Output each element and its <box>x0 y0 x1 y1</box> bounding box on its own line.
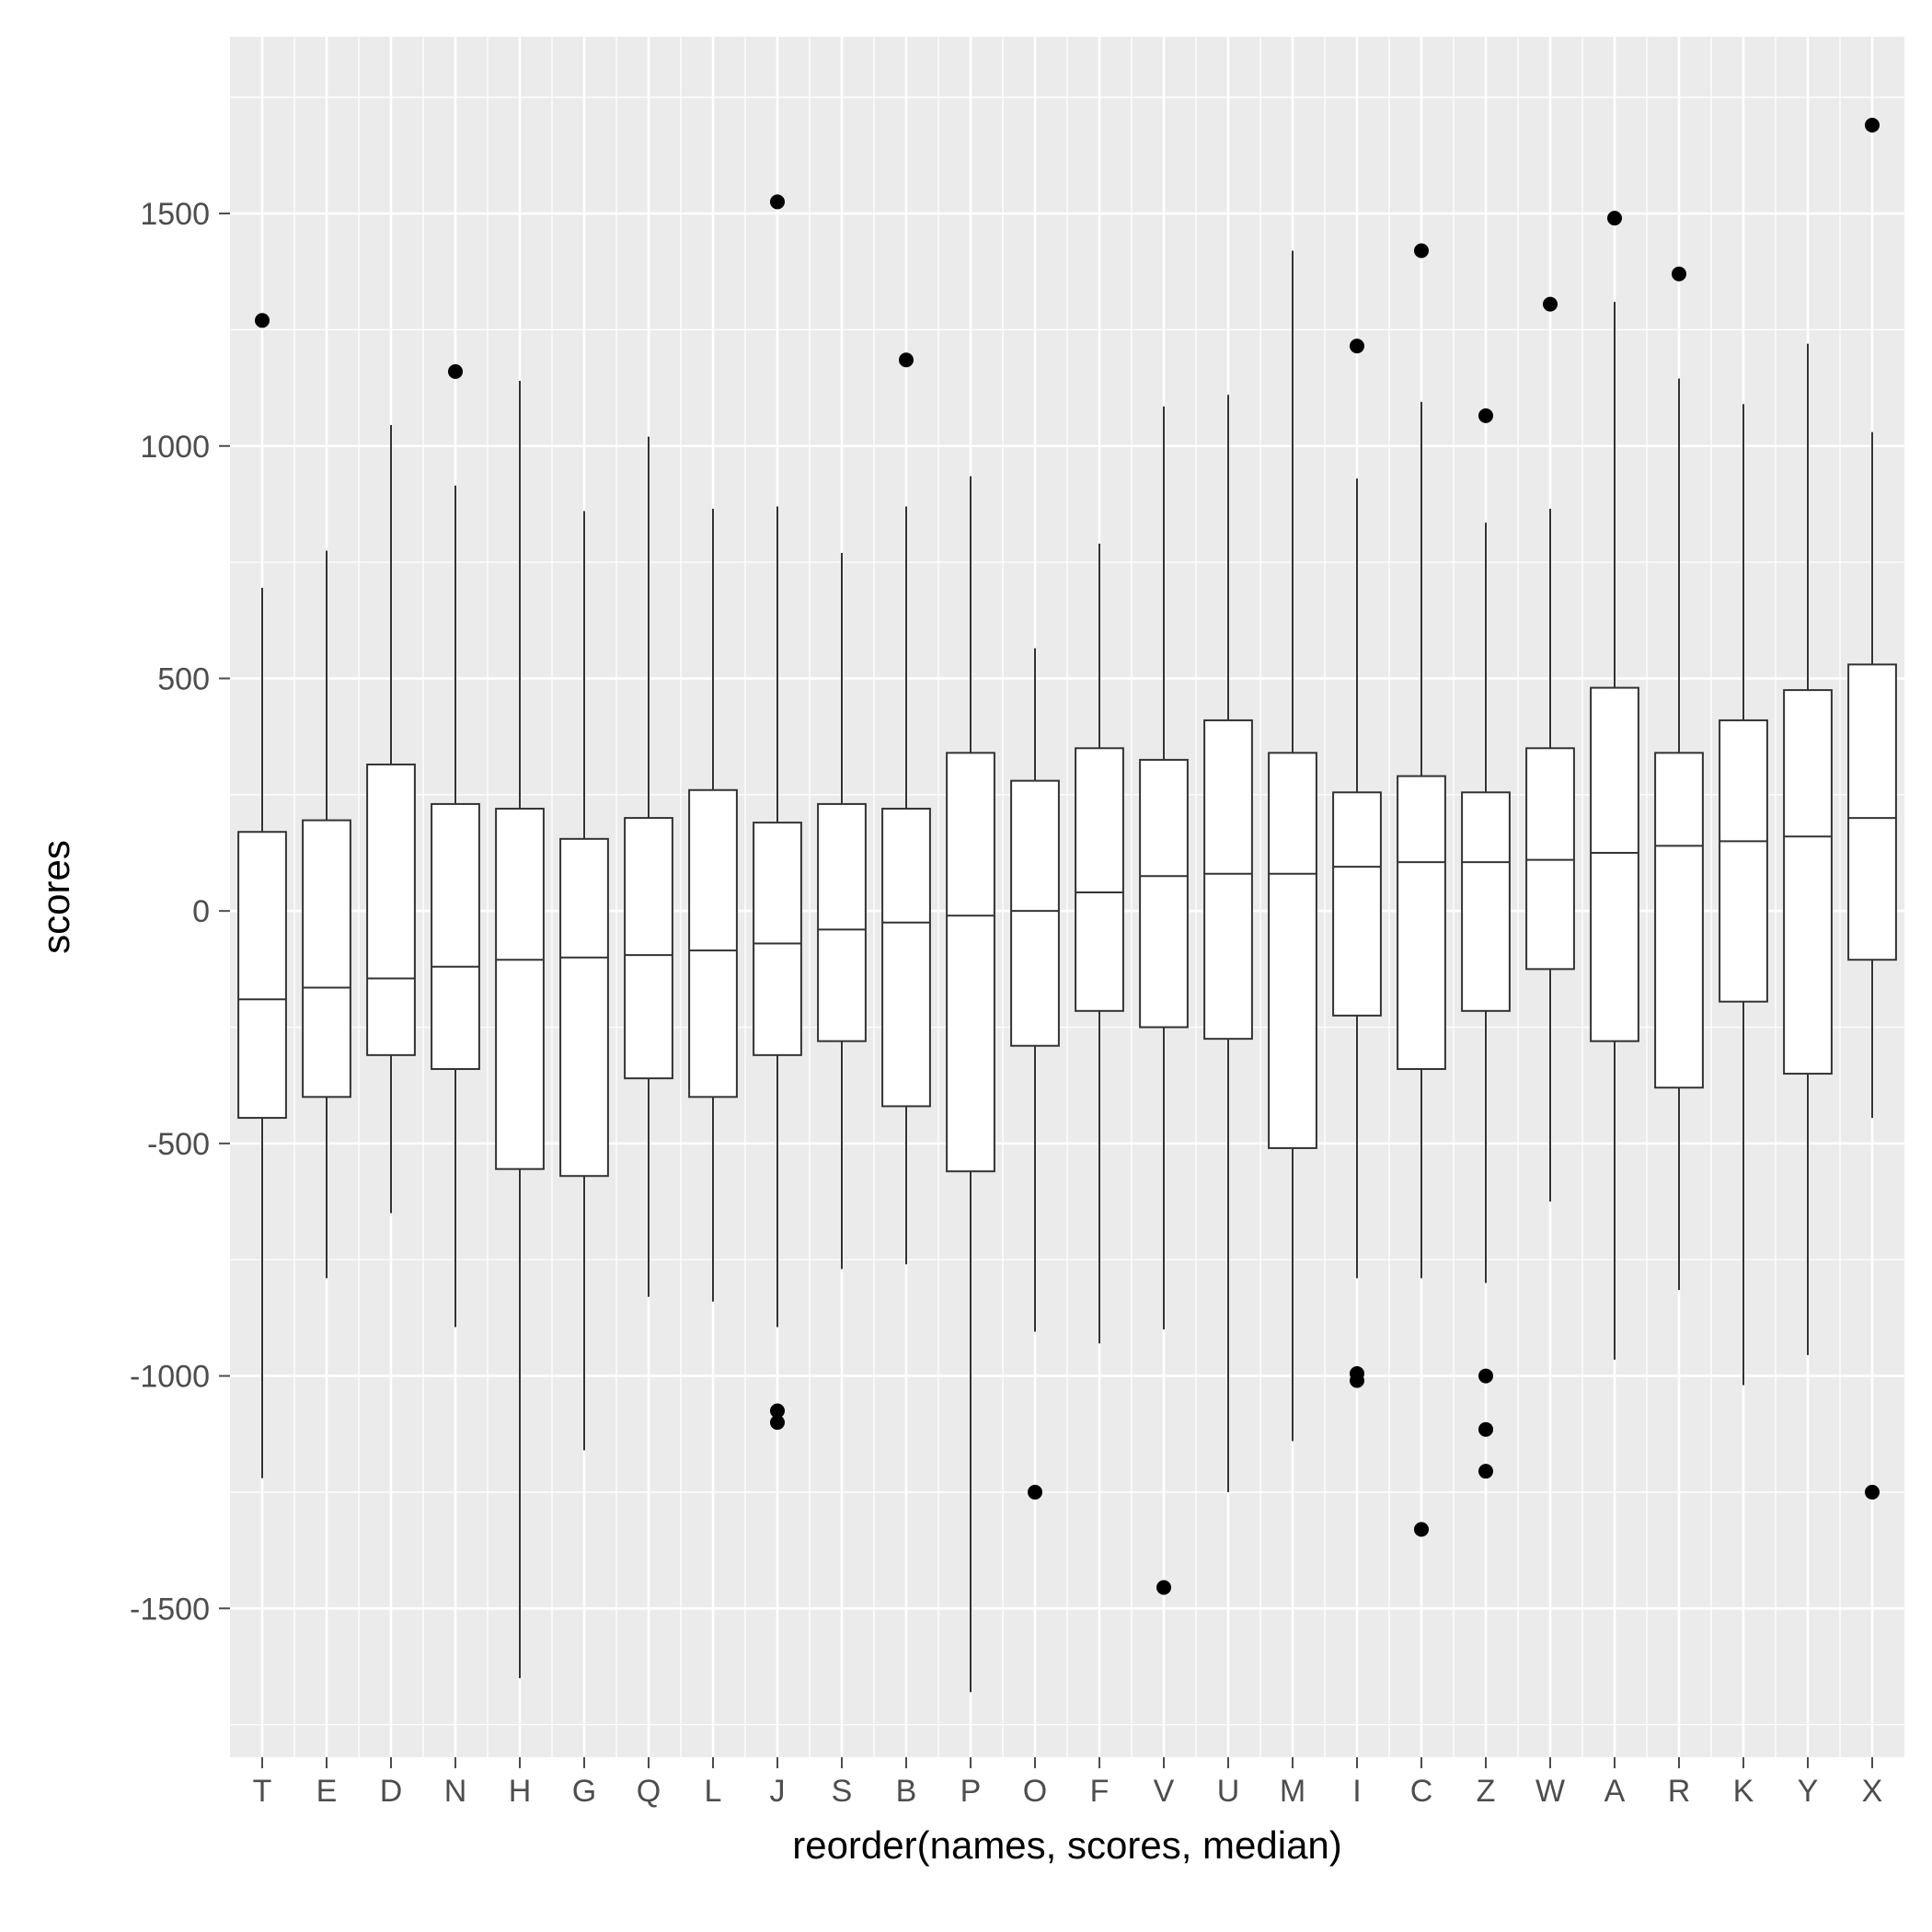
outlier <box>1478 1369 1493 1384</box>
x-tick-label: W <box>1535 1774 1565 1809</box>
boxplot-chart: -1500 -1000 -500 0 500 1000 1500 T E D N H G Q L J S B P O F… <box>0 0 1932 1932</box>
x-tick-label: H <box>509 1774 532 1809</box>
outlier <box>1865 1485 1880 1500</box>
outlier <box>1414 243 1429 258</box>
x-tick-label: F <box>1090 1774 1110 1809</box>
x-tick-label: Z <box>1477 1774 1496 1809</box>
y-tick-label: -500 <box>147 1127 210 1162</box>
x-tick-label: V <box>1154 1774 1175 1809</box>
y-tick-label: 500 <box>157 661 210 696</box>
y-axis-title: scores <box>34 840 77 954</box>
outlier <box>255 313 270 328</box>
x-tick-label: Q <box>637 1774 661 1809</box>
x-tick-label: M <box>1280 1774 1305 1809</box>
outlier <box>1350 1374 1364 1388</box>
x-tick-label: G <box>572 1774 596 1809</box>
x-tick-label: S <box>832 1774 853 1809</box>
x-tick-label: U <box>1217 1774 1240 1809</box>
outlier <box>1414 1522 1429 1536</box>
x-tick-label: R <box>1668 1774 1691 1809</box>
x-tick-label: D <box>380 1774 403 1809</box>
chart-svg: -1500 -1000 -500 0 500 1000 1500 T E D N H G Q L J S B P O F… <box>0 0 1932 1932</box>
x-tick-label: J <box>770 1774 786 1809</box>
outlier <box>1028 1485 1042 1500</box>
outlier <box>770 194 785 209</box>
x-tick-label: A <box>1604 1774 1626 1809</box>
outlier <box>1672 267 1686 282</box>
x-tick-label: B <box>896 1774 917 1809</box>
x-axis-title: reorder(names, scores, median) <box>792 1823 1342 1867</box>
outlier <box>1478 1422 1493 1437</box>
outlier <box>1478 1464 1493 1478</box>
y-tick-label: -1000 <box>130 1360 210 1395</box>
x-tick-label: Y <box>1798 1774 1819 1809</box>
outlier <box>1156 1581 1171 1595</box>
y-tick-label: -1500 <box>130 1592 210 1627</box>
outlier <box>448 364 463 379</box>
outlier <box>1543 297 1558 312</box>
x-tick-label: X <box>1862 1774 1883 1809</box>
outlier <box>770 1415 785 1430</box>
outlier <box>1607 211 1622 225</box>
outlier <box>1865 118 1880 132</box>
x-tick-label: E <box>316 1774 338 1809</box>
x-tick-label: L <box>705 1774 722 1809</box>
y-tick-label: 1000 <box>140 430 210 465</box>
x-tick-label: O <box>1023 1774 1047 1809</box>
y-tick-label: 0 <box>192 894 210 929</box>
outlier <box>899 352 914 367</box>
x-tick-label: P <box>960 1774 982 1809</box>
y-tick-label: 1500 <box>140 197 210 232</box>
x-tick-label: I <box>1352 1774 1361 1809</box>
x-tick-label: K <box>1733 1774 1754 1809</box>
outlier <box>1478 408 1493 423</box>
x-tick-label: N <box>444 1774 467 1809</box>
x-tick-label: C <box>1410 1774 1433 1809</box>
x-tick-label: T <box>253 1774 272 1809</box>
outlier <box>1350 339 1364 353</box>
